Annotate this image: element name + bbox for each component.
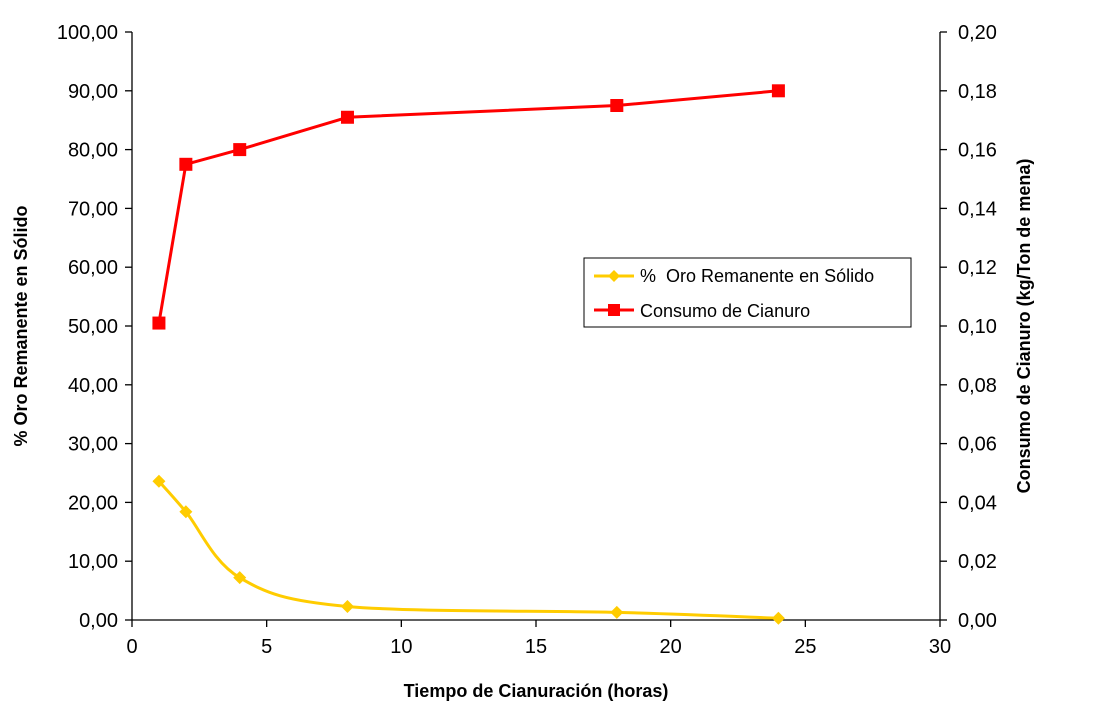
y-left-tick-label: 60,00 [68, 257, 118, 279]
x-tick-label: 25 [794, 636, 816, 658]
x-tick-label: 10 [390, 636, 412, 658]
data-point-oro-remanente [340, 599, 354, 613]
data-point-consumo-cianuro [610, 99, 624, 112]
series-line-oro-remanente [157, 480, 779, 620]
legend-label-cianuro: Consumo de Cianuro [640, 301, 810, 321]
y-right-tick-label: 0,12 [958, 257, 997, 279]
data-point-oro-remanente [771, 611, 785, 625]
legend-marker-cianuro [608, 304, 620, 316]
y-left-tick-label: 40,00 [68, 375, 118, 397]
data-point-consumo-cianuro [340, 110, 354, 124]
legend: % Oro Remanente en Sólido Consumo de Cia… [583, 257, 912, 328]
y-left-tick-label: 10,00 [68, 551, 118, 573]
data-point-oro-remanente [233, 571, 247, 585]
y-left-tick-label: 20,00 [68, 492, 118, 514]
y-right-tick-label: 0,10 [958, 316, 997, 338]
x-tick-label: 30 [929, 636, 951, 658]
y-left-tick-label: 0,00 [79, 610, 118, 632]
x-tick-label: 0 [126, 636, 137, 658]
legend-box [583, 257, 912, 328]
y-right-tick-label: 0,08 [958, 375, 997, 397]
y-left-tick-label: 70,00 [68, 198, 118, 220]
axis-ticks: 0 5 10 15 20 25 30 0,00 10,00 20,00 30,00 40,00 50,0… [57, 22, 997, 658]
y-right-tick-label: 0,18 [958, 81, 997, 103]
y-right-tick-label: 0,02 [958, 551, 997, 573]
series-layer [152, 84, 785, 625]
y-right-tick-label: 0,06 [958, 434, 997, 456]
y-right-axis-title: Consumo de Cianuro (kg/Ton de mena) [1014, 159, 1034, 494]
x-tick-label: 5 [261, 636, 272, 658]
x-tick-label: 15 [525, 636, 547, 658]
data-point-oro-remanente [179, 505, 193, 519]
data-point-oro-remanente [610, 605, 624, 619]
y-right-tick-label: 0,00 [958, 610, 997, 632]
y-left-axis-title: % Oro Remanente en Sólido [11, 205, 31, 446]
y-right-tick-label: 0,14 [958, 198, 997, 220]
legend-marker-oro [608, 270, 620, 282]
series-line-consumo-cianuro [157, 89, 779, 324]
x-axis-title: Tiempo de Cianuración (horas) [404, 681, 669, 701]
y-left-tick-label: 100,00 [57, 22, 118, 44]
data-point-consumo-cianuro [771, 84, 785, 98]
legend-label-oro: % Oro Remanente en Sólido [640, 266, 874, 286]
y-right-tick-label: 0,20 [958, 22, 997, 44]
y-left-tick-label: 90,00 [68, 81, 118, 103]
x-tick-label: 20 [660, 636, 682, 658]
data-point-consumo-cianuro [233, 143, 247, 157]
y-right-tick-label: 0,04 [958, 492, 997, 514]
y-right-tick-label: 0,16 [958, 140, 997, 162]
data-point-oro-remanente [152, 474, 166, 488]
data-point-consumo-cianuro [152, 316, 166, 330]
data-point-consumo-cianuro [179, 157, 193, 171]
y-left-tick-label: 50,00 [68, 316, 118, 338]
y-left-tick-label: 80,00 [68, 140, 118, 162]
y-left-tick-label: 30,00 [68, 434, 118, 456]
